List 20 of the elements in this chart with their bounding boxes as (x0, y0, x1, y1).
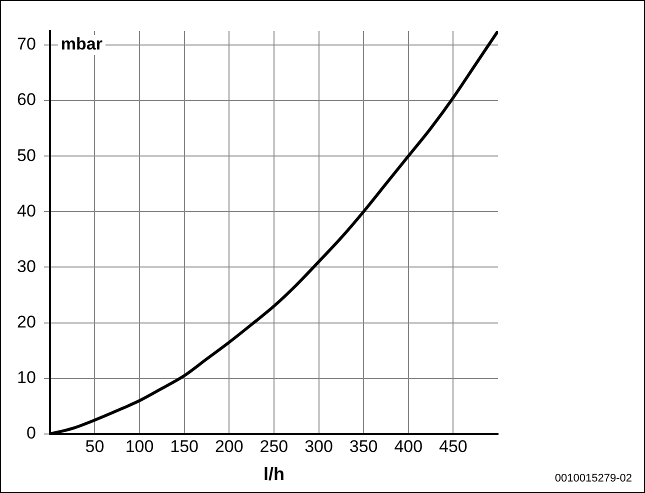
y-tick-label: 20 (16, 312, 36, 332)
y-tick-label: 70 (16, 34, 36, 54)
x-tick-label: 350 (349, 436, 378, 456)
y-tick-label: 60 (16, 90, 36, 110)
y-tick-label: 0 (26, 424, 36, 443)
x-axis-title: l/h (263, 464, 284, 484)
x-tick-label: 50 (85, 436, 104, 456)
y-axis-title: mbar (60, 34, 103, 54)
text: 0010015279-02 (554, 472, 632, 485)
x-tick-label: 400 (394, 436, 423, 456)
x-tick-label: 200 (214, 436, 244, 456)
y-tick-label: 30 (16, 256, 36, 276)
y-tick-label: 10 (16, 368, 36, 388)
x-tick-label: 150 (170, 436, 199, 456)
y-tick-label: 50 (16, 146, 36, 165)
y-tick-label: 40 (16, 201, 36, 220)
x-tick-label: 100 (125, 436, 154, 456)
x-tick-label: 300 (304, 436, 333, 456)
x-tick-label: 250 (260, 436, 288, 456)
x-tick-label: 450 (439, 436, 468, 456)
